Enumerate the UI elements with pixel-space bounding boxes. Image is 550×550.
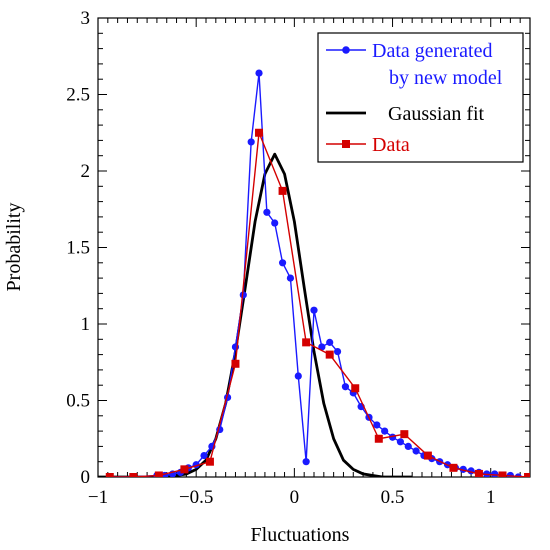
data-point-data — [180, 465, 189, 474]
legend-item-data: Data — [326, 134, 410, 156]
data-point-data — [255, 128, 264, 137]
y-tick-label: 0.5 — [66, 391, 90, 412]
x-tick-label: 0.5 — [381, 487, 405, 508]
series-layer — [98, 69, 530, 477]
data-point-model — [263, 208, 271, 216]
legend-label: by new model — [389, 67, 503, 89]
axes: −1 −0.5 0 0.5 1 0 0.5 1 1.5 2 2.5 3 — [66, 8, 531, 508]
legend-label: Gaussian fit — [388, 103, 485, 125]
data-point-data — [231, 359, 240, 368]
data-point-model — [247, 138, 255, 146]
legend-label: Data — [372, 134, 410, 156]
data-point-model — [255, 69, 263, 77]
data-point-data — [278, 186, 287, 195]
legend-label: Data generated — [372, 40, 492, 62]
y-tick-label: 2.5 — [66, 85, 90, 106]
series-gaussian — [98, 152, 413, 477]
data-point-model — [294, 372, 302, 380]
x-tick-label: 0 — [290, 487, 300, 508]
y-tick-label: 2 — [81, 161, 91, 182]
data-point-data — [400, 430, 409, 439]
data-point-model — [404, 442, 412, 450]
data-point-model — [318, 343, 326, 351]
legend-item-model: Data generated by new model — [326, 40, 503, 89]
data-point-data — [449, 463, 458, 472]
data-point-model — [381, 427, 389, 435]
data-point-data — [129, 473, 138, 477]
y-tick-label: 0 — [81, 467, 91, 488]
data-point-data — [524, 473, 530, 477]
data-point-data — [351, 384, 360, 393]
data-point-data — [302, 338, 311, 347]
legend-item-gaussian: Gaussian fit — [326, 103, 485, 125]
data-point-data — [325, 350, 334, 359]
data-point-model — [491, 470, 499, 477]
series-line-data — [109, 132, 529, 477]
data-point-model — [302, 458, 310, 466]
data-point-model — [333, 347, 342, 356]
legend-box — [317, 32, 524, 163]
data-point-model — [271, 219, 279, 227]
data-point-model — [239, 291, 247, 299]
y-axis-label: Probability — [3, 203, 25, 292]
data-point-model — [310, 306, 318, 314]
x-axis-label: Fluctuations — [251, 524, 350, 546]
data-point-model — [326, 338, 334, 346]
data-point-data — [154, 471, 163, 477]
series-line-gaussian — [98, 152, 413, 477]
data-point-model — [278, 259, 287, 267]
x-tick-label: −0.5 — [179, 487, 213, 508]
data-point-model — [412, 447, 420, 455]
data-point-data — [423, 451, 432, 460]
legend: Data generated by new model Gaussian fit Da… — [317, 32, 524, 163]
y-tick-label: 1.5 — [66, 238, 90, 259]
data-point-model — [200, 451, 208, 460]
data-point-data — [498, 471, 507, 477]
data-point-model — [341, 383, 350, 391]
x-tick-label: 1 — [486, 487, 496, 508]
data-point-model — [286, 274, 295, 282]
data-point-data — [105, 473, 114, 477]
y-tick-label: 3 — [81, 8, 91, 29]
data-point-data — [474, 469, 483, 477]
y-tick-label: 1 — [81, 314, 91, 335]
series-data — [105, 128, 530, 477]
data-point-model — [396, 438, 404, 446]
data-point-data — [374, 434, 383, 443]
data-point-model — [483, 470, 491, 477]
legend-swatch-marker — [342, 46, 350, 54]
data-point-model — [373, 421, 381, 429]
data-point-data — [205, 457, 214, 466]
legend-swatch-marker — [342, 140, 350, 148]
x-tick-label: −1 — [88, 487, 108, 508]
